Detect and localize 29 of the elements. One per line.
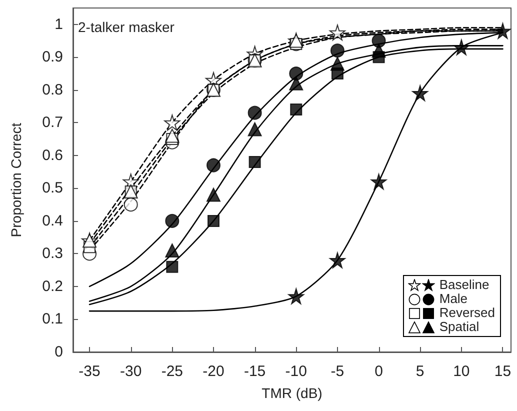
x-tick-label: -25 <box>161 363 184 380</box>
x-tick-label: 10 <box>453 363 470 380</box>
y-tick-label: 1 <box>54 16 63 33</box>
x-tick-label: -35 <box>78 363 100 380</box>
y-tick-label: 0.7 <box>42 114 63 132</box>
y-tick-label: 0.1 <box>42 310 63 328</box>
y-tick-label: 0.9 <box>42 48 63 66</box>
x-tick-label: 5 <box>416 363 424 380</box>
x-tick-label: -15 <box>244 363 266 380</box>
x-tick-label: -10 <box>285 363 307 380</box>
annotation: 2-talker masker <box>78 19 175 35</box>
legend-label: Baseline <box>439 277 490 292</box>
x-tick-label: 15 <box>494 363 512 380</box>
legend-label: Male <box>439 291 468 306</box>
y-tick-label: 0.3 <box>42 245 63 262</box>
x-tick-label: -30 <box>120 363 142 380</box>
y-tick-label: 0.4 <box>42 212 63 230</box>
y-tick-label: 0.5 <box>42 180 63 197</box>
x-tick-label: -5 <box>330 363 344 380</box>
legend-label: Reversed <box>439 305 495 320</box>
y-tick-label: 0.6 <box>42 146 63 164</box>
x-tick-label: -20 <box>202 363 224 380</box>
x-tick-label: 0 <box>374 363 383 380</box>
y-axis-title: Proportion Correct <box>8 122 24 238</box>
x-axis-title: TMR (dB) <box>262 385 322 401</box>
legend-label: Spatial <box>439 319 480 334</box>
y-tick-label: 0 <box>54 344 63 360</box>
y-tick-label: 0.2 <box>42 278 63 295</box>
y-tick-label: 0.8 <box>42 81 63 98</box>
